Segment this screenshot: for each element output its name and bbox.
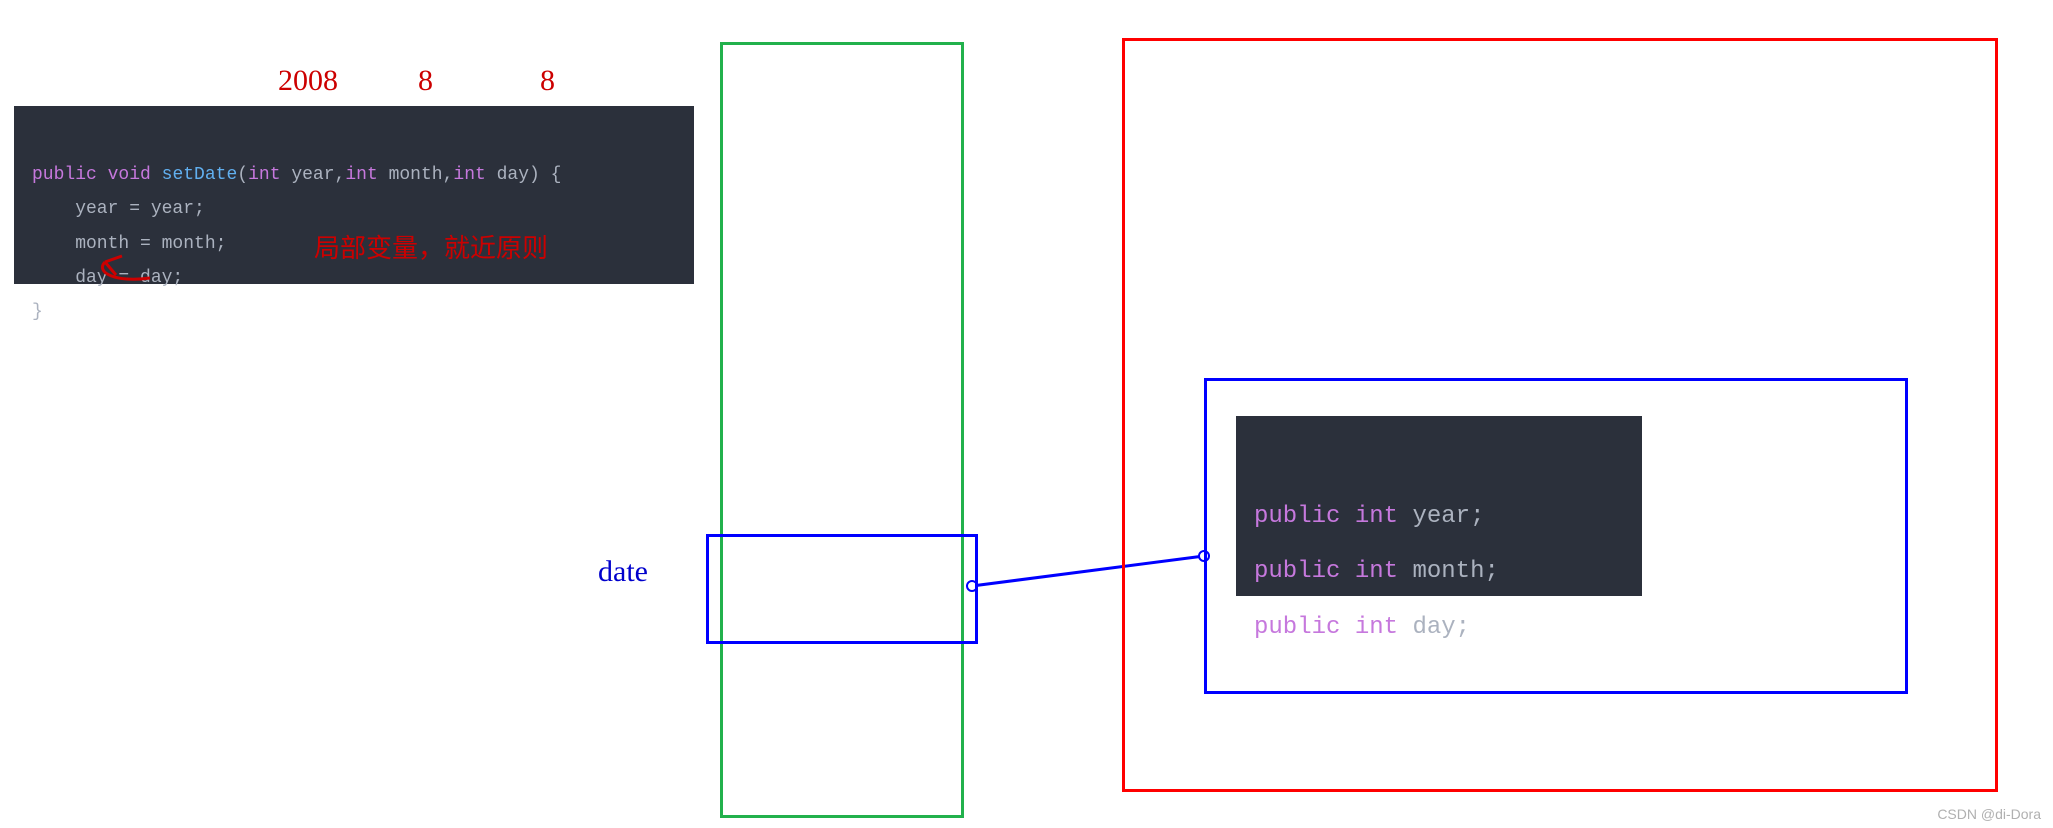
paren-open: ( xyxy=(237,165,248,185)
semi1: ; xyxy=(1470,503,1484,530)
p3-type: int xyxy=(453,165,485,185)
field-year-type: int xyxy=(1355,503,1398,530)
kw-public: public xyxy=(32,165,97,185)
kw-void: void xyxy=(108,165,151,185)
field-year-public: public xyxy=(1254,503,1340,530)
field-year-id: year xyxy=(1412,503,1470,530)
field-day-id: day xyxy=(1412,614,1455,641)
line-month-assign: month = month; xyxy=(32,234,226,254)
comma2: , xyxy=(443,165,454,185)
date-reference-box xyxy=(706,534,978,644)
param-value-year: 2008 xyxy=(278,64,338,98)
comma1: , xyxy=(335,165,346,185)
line-year-assign: year = year; xyxy=(32,199,205,219)
annotation-local-var: 局部变量，就近原则 xyxy=(314,228,548,265)
field-month-id: month xyxy=(1412,558,1484,585)
semi2: ; xyxy=(1484,558,1498,585)
right-code-block: public int year; public int month; publi… xyxy=(1236,416,1642,596)
fn-setdate: setDate xyxy=(162,165,238,185)
semi3: ; xyxy=(1456,614,1470,641)
p3-name: day xyxy=(497,165,529,185)
watermark: CSDN @di-Dora xyxy=(1937,806,2041,822)
field-month-type: int xyxy=(1355,558,1398,585)
p1-name: year xyxy=(291,165,334,185)
field-month-public: public xyxy=(1254,558,1340,585)
field-day-public: public xyxy=(1254,614,1340,641)
param-value-month: 8 xyxy=(418,64,433,98)
closing-brace: } xyxy=(32,302,43,322)
stack-box xyxy=(720,42,964,818)
p1-type: int xyxy=(248,165,280,185)
line-day-assign: day = day; xyxy=(32,268,183,288)
date-label: date xyxy=(598,555,648,589)
param-value-day: 8 xyxy=(540,64,555,98)
p2-name: month xyxy=(389,165,443,185)
field-day-type: int xyxy=(1355,614,1398,641)
p2-type: int xyxy=(345,165,377,185)
sig-close: ) { xyxy=(529,165,561,185)
